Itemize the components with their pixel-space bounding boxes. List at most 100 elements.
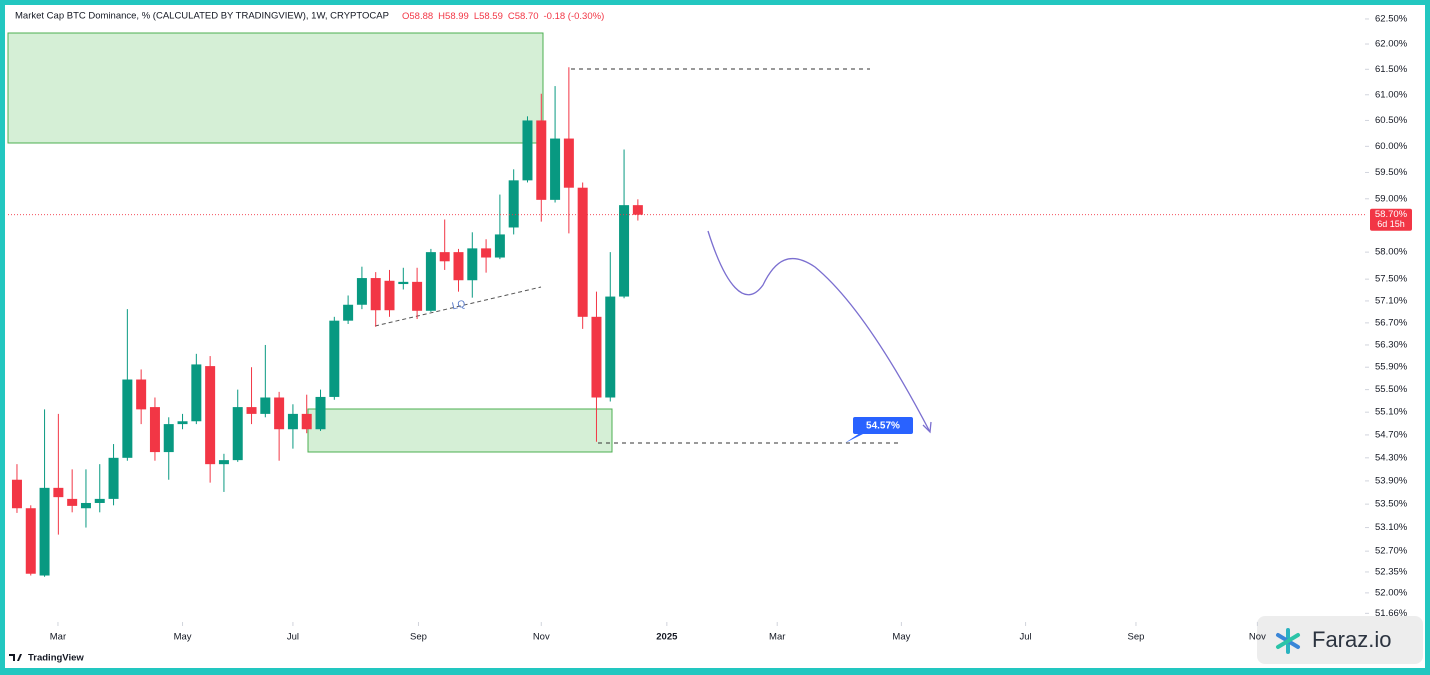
candle-body: [301, 413, 312, 430]
candle-body: [80, 502, 91, 509]
x-tick-label: Mar: [769, 632, 785, 643]
supply-zone: [7, 32, 544, 144]
candle-body: [94, 498, 105, 503]
chart: LQ 54.57% Market Cap BTC Dominance, % (C…: [7, 11, 1423, 664]
candle-body: [619, 205, 630, 297]
ohlc-low: L58.59: [474, 11, 503, 22]
candle-body: [439, 252, 450, 262]
candle-body: [177, 421, 188, 425]
x-tick-label: May: [174, 632, 192, 643]
watermark-text: Faraz.io: [1312, 627, 1391, 652]
candle-body: [467, 248, 478, 281]
y-tick-label: 59.50%: [1375, 167, 1408, 178]
candle-body: [370, 278, 381, 311]
y-tick-label: 61.50%: [1375, 64, 1408, 75]
y-tick-label: 60.50%: [1375, 115, 1408, 126]
plot: [8, 67, 1365, 577]
candle-body: [508, 180, 519, 228]
candle-body: [384, 280, 395, 311]
frame: LQ 54.57% Market Cap BTC Dominance, % (C…: [5, 5, 1425, 668]
y-tick-label: 62.50%: [1375, 13, 1408, 24]
y-tick-label: 55.50%: [1375, 384, 1408, 395]
ohlc-close: C58.70: [508, 11, 539, 22]
y-tick-label: 53.10%: [1375, 522, 1408, 533]
projection-arrow: [707, 230, 931, 433]
y-tick-label: 52.00%: [1375, 587, 1408, 598]
candle-body: [260, 397, 271, 414]
ohlc-change: -0.18 (-0.30%): [544, 11, 605, 22]
callout-tail: [845, 433, 865, 443]
y-tick-label: 59.00%: [1375, 193, 1408, 204]
x-tick-label: Sep: [1128, 632, 1145, 643]
candle-body: [522, 120, 533, 181]
candle-body: [591, 316, 602, 398]
y-tick-label: 56.70%: [1375, 317, 1408, 328]
chart-title: Market Cap BTC Dominance, % (CALCULATED …: [15, 11, 389, 22]
x-tick-label: May: [892, 632, 910, 643]
countdown-label: 6d 15h: [1377, 219, 1405, 229]
candle-body: [67, 498, 78, 506]
candle-body: [11, 479, 22, 509]
lq-label: LQ: [451, 299, 467, 313]
candle-body: [536, 120, 547, 200]
x-tick-label: 2025: [656, 632, 678, 643]
y-tick-label: 62.00%: [1375, 39, 1408, 50]
candle-body: [232, 407, 243, 461]
y-tick-label: 55.90%: [1375, 362, 1408, 373]
candle-body: [287, 413, 298, 430]
candle-body: [329, 320, 340, 397]
ohlc-open: O58.88: [402, 11, 433, 22]
candle-body: [108, 457, 119, 499]
y-tick-label: 57.50%: [1375, 274, 1408, 285]
candle-body: [149, 407, 160, 453]
candle-body: [356, 278, 367, 305]
lq-trendline: [374, 286, 542, 327]
candle-body: [122, 379, 133, 458]
y-tick-label: 51.66%: [1375, 608, 1408, 619]
y-tick-label: 54.30%: [1375, 452, 1408, 463]
candle-body: [191, 364, 202, 422]
last-price-label: 58.70%: [1375, 209, 1408, 220]
x-tick-label: Mar: [50, 632, 66, 643]
y-tick-label: 57.10%: [1375, 295, 1408, 306]
ohlc-high: H58.99: [438, 11, 469, 22]
y-tick-label: 58.00%: [1375, 247, 1408, 258]
callout-text: 54.57%: [866, 421, 900, 432]
y-tick-label: 61.00%: [1375, 89, 1408, 100]
y-tick-label: 60.00%: [1375, 141, 1408, 152]
y-tick-label: 52.35%: [1375, 566, 1408, 577]
candle-body: [563, 138, 574, 188]
candle-body: [315, 396, 326, 430]
candle-body: [494, 234, 505, 258]
demand-zone: [307, 408, 613, 453]
candle-body: [39, 487, 50, 576]
candle-body: [53, 487, 64, 498]
y-tick-label: 53.50%: [1375, 499, 1408, 510]
x-tick-label: Nov: [533, 632, 550, 643]
candle-body: [274, 397, 285, 430]
candle-body: [550, 138, 561, 200]
tradingview-logo: TradingView: [9, 653, 84, 664]
candle-body: [425, 252, 436, 311]
x-tick-label: Jul: [287, 632, 299, 643]
candle-body: [343, 304, 354, 321]
callout-box: [853, 417, 913, 434]
arrow-head: [922, 421, 932, 434]
y-tick-label: 53.90%: [1375, 475, 1408, 486]
y-tick-label: 55.10%: [1375, 407, 1408, 418]
candle-body: [246, 407, 257, 414]
candle-body: [632, 205, 643, 215]
x-tick-label: Nov: [1249, 632, 1266, 643]
ohlc-text: O58.88 H58.99 L58.59 C58.70 -0.18 (-0.30%): [402, 11, 604, 22]
candle-body: [205, 366, 216, 465]
candle-body: [453, 252, 464, 281]
candle-body: [412, 281, 423, 311]
last-price-box: [1370, 208, 1412, 231]
watermark: Faraz.io: [1257, 616, 1423, 664]
candle-body: [218, 460, 229, 465]
candle-body: [605, 296, 616, 398]
x-tick-label: Sep: [410, 632, 427, 643]
candle-body: [577, 187, 588, 317]
y-tick-label: 54.70%: [1375, 429, 1408, 440]
